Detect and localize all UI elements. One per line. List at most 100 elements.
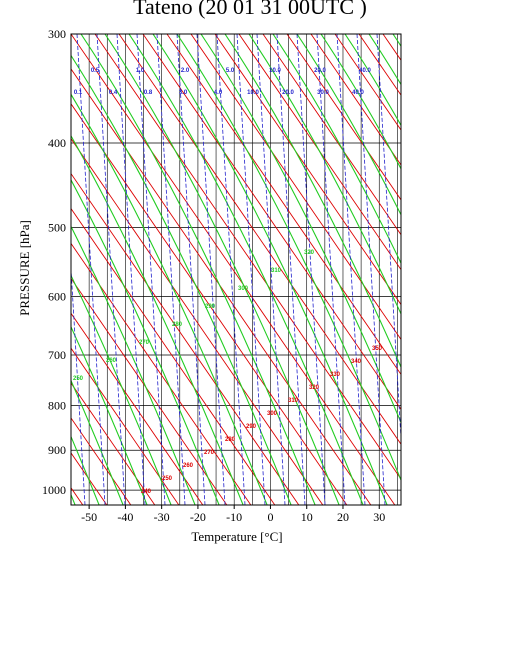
dry-adiabat-line	[382, 34, 401, 61]
chart-title: Tateno (20 01 31 00UTC )	[133, 0, 367, 19]
dry-adiabat-label: 240	[141, 489, 152, 495]
dry-adiabat-label: 330	[330, 372, 341, 378]
dry-adiabat-line	[214, 34, 401, 306]
dry-adiabat-label: 320	[309, 385, 320, 391]
mixing-ratio-line	[176, 34, 206, 505]
mixing-ratio-line	[336, 34, 366, 505]
x-tick-label: -20	[190, 510, 206, 524]
x-axis-label: Temperature [°C]	[191, 529, 282, 544]
moist-adiabat-line	[128, 34, 364, 505]
dry-adiabat-label: 300	[267, 411, 278, 417]
moist-adiabat-line	[296, 34, 401, 216]
dry-adiabat-line	[94, 34, 401, 480]
x-tick-label: 0	[267, 510, 273, 524]
mixing-ratio-label: 0.5	[91, 68, 100, 74]
dry-adiabat-label: 280	[225, 437, 236, 443]
moist-adiabat-label: 250	[73, 376, 84, 382]
moist-adiabat-label: 270	[139, 340, 150, 346]
dry-adiabat-line	[71, 487, 84, 505]
mixing-ratio-label: 30.0	[317, 90, 329, 96]
mixing-ratio-line	[296, 34, 326, 505]
mixing-ratio-line	[116, 34, 146, 505]
mixing-ratio-label: 0.8	[144, 90, 153, 96]
dry-adiabat-line	[142, 34, 401, 411]
dry-adiabat-label: 350	[372, 346, 383, 352]
mixing-ratio-line	[96, 34, 126, 505]
x-tick-label: -30	[154, 510, 170, 524]
dry-adiabat-label: 340	[351, 359, 362, 365]
dry-adiabat-line	[71, 417, 132, 505]
dry-adiabat-line	[71, 137, 324, 505]
mixing-ratio-label: 2.0	[181, 68, 190, 74]
moist-adiabat-line	[417, 34, 510, 545]
y-tick-label: 400	[48, 136, 66, 150]
mixing-ratio-line	[76, 34, 106, 505]
dry-adiabat-line	[71, 382, 156, 505]
dry-adiabat-line	[0, 34, 65, 514]
dry-adiabat-line	[71, 103, 348, 505]
mixing-ratio-line	[136, 34, 166, 505]
mixing-ratio-line	[376, 34, 401, 445]
mixing-ratio-line	[156, 34, 186, 505]
y-tick-label: 300	[48, 27, 66, 41]
dry-adiabat-line	[71, 242, 252, 505]
mixing-ratio-label: 4.0	[214, 90, 223, 96]
moist-adiabat-label: 300	[238, 286, 249, 292]
moist-adiabat-label: 260	[106, 358, 117, 364]
y-tick-label: 900	[48, 443, 66, 457]
mixing-ratio-line	[316, 34, 346, 505]
x-tick-label: 30	[373, 510, 385, 524]
moist-adiabat-line	[200, 34, 401, 424]
moist-adiabat-line	[71, 93, 268, 505]
dry-adiabat-line	[310, 34, 401, 166]
dry-adiabat-label: 290	[246, 424, 257, 430]
moist-adiabat-line	[224, 34, 401, 369]
moist-adiabat-label: 280	[172, 322, 183, 328]
plot-area: 0.5 1.0 2.0 5.0 10.0 20.0 40.0 0.1 0.4 0.8 3.0 4.0 1…	[0, 33, 510, 545]
dry-adiabat-line	[71, 68, 372, 505]
plot-frame	[70, 33, 402, 506]
moist-adiabat-line	[71, 435, 100, 505]
moist-adiabat-line	[71, 379, 124, 505]
mixing-ratio-line	[216, 34, 246, 505]
mixing-ratio-label: 10.0	[247, 90, 259, 96]
dry-adiabat-line	[71, 34, 396, 505]
dry-adiabat-line	[71, 312, 204, 505]
mixing-ratio-line	[236, 34, 266, 505]
mixing-ratio-label: 0.1	[74, 90, 83, 96]
mixing-ratio-line	[276, 34, 306, 505]
y-tick-label: 800	[48, 399, 66, 413]
dry-adiabat-line	[71, 347, 180, 505]
moist-adiabat-line	[104, 34, 340, 505]
dry-adiabat-label: 310	[288, 398, 299, 404]
axis-ticks: -50 -40 -30 -20 -10 0 10 20 30 300 400 500 600 700 800…	[42, 27, 385, 524]
dry-adiabat-line	[71, 277, 228, 505]
moist-adiabat-line	[248, 34, 401, 316]
dry-adiabat-line	[286, 34, 401, 201]
y-tick-label: 1000	[42, 483, 66, 497]
x-tick-label: -50	[81, 510, 97, 524]
moist-adiabat-line	[71, 54, 292, 505]
mixing-ratio-label: 20.0	[314, 68, 326, 74]
x-tick-label: 20	[337, 510, 349, 524]
moist-adiabat-line	[71, 134, 244, 505]
moist-adiabat-line	[71, 178, 220, 505]
dry-adiabat-line	[71, 207, 276, 505]
mixing-ratio-label: 5.0	[226, 68, 235, 74]
mixing-ratio-label: 1.0	[136, 68, 145, 74]
moist-adiabat-label: 290	[205, 304, 216, 310]
mixing-ratio-label: 0.4	[109, 90, 118, 96]
mixing-ratio-line	[37, 34, 65, 505]
x-tick-label: -40	[117, 510, 133, 524]
y-tick-label: 600	[48, 290, 66, 304]
mixing-ratio-line	[71, 262, 86, 505]
mixing-ratio-label: 10.0	[269, 68, 281, 74]
y-tick-label: 700	[48, 348, 66, 362]
mixing-ratio-label: 3.0	[179, 90, 188, 96]
plot-clipped-group	[0, 34, 510, 545]
moist-adiabat-line	[344, 34, 401, 127]
dry-adiabat-line	[262, 34, 401, 236]
moist-adiabat-line	[272, 34, 401, 265]
dry-adiabat-label: 260	[183, 463, 194, 469]
